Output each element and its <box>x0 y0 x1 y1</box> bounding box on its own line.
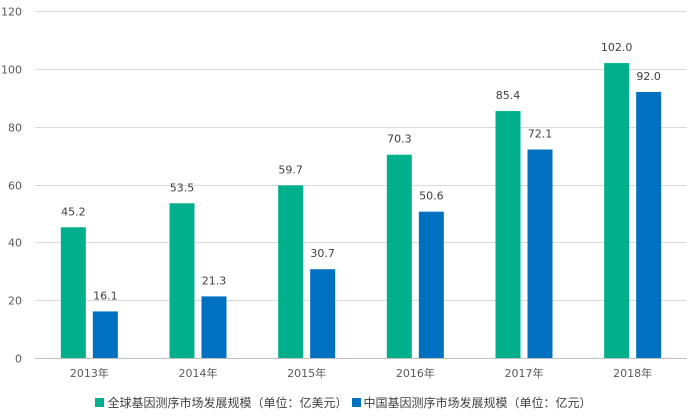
y-tick-label-100: 100 <box>1 64 22 77</box>
bar-s0-2 <box>278 185 304 358</box>
data-label-s0-2: 59.7 <box>278 163 303 176</box>
data-label-s1-1: 21.3 <box>202 274 227 287</box>
gridlines <box>35 11 687 359</box>
bars <box>60 63 662 359</box>
data-label-s1-2: 30.7 <box>310 247 335 260</box>
data-label-s1-0: 16.1 <box>93 289 118 302</box>
x-tick-label-0: 2013年 <box>70 366 109 380</box>
y-tick-label-80: 80 <box>8 122 22 135</box>
bar-s1-2 <box>310 269 336 358</box>
x-tick-label-1: 2014年 <box>179 366 218 380</box>
bar-s0-1 <box>169 203 195 358</box>
legend-swatch-global <box>95 398 105 407</box>
bar-s1-4 <box>527 149 553 358</box>
bar-s1-0 <box>92 311 118 358</box>
bar-s1-3 <box>418 211 444 358</box>
x-tick-label-5: 2018年 <box>613 366 652 380</box>
legend-item-global: 全球基因测序市场发展规模（单位：亿美元） <box>95 394 348 411</box>
data-label-s0-4: 85.4 <box>496 89 521 102</box>
x-tick-label-3: 2016年 <box>396 366 435 380</box>
x-tick-label-2: 2015年 <box>287 366 326 380</box>
data-label-s1-4: 72.1 <box>528 128 553 141</box>
data-label-s0-1: 53.5 <box>170 181 195 194</box>
y-axis: 0 20 40 60 80 100 120 <box>1 6 22 366</box>
data-label-s0-0: 45.2 <box>61 205 86 218</box>
y-tick-label-60: 60 <box>8 180 22 193</box>
y-tick-label-120: 120 <box>1 6 22 19</box>
x-axis: 2013年 2014年 2015年 2016年 2017年 2018年 <box>70 366 652 380</box>
y-tick-label-20: 20 <box>8 295 22 308</box>
bar-s1-1 <box>201 296 227 358</box>
legend-item-china: 中国基因测序市场发展规模（单位：亿元） <box>351 394 592 411</box>
x-tick-label-4: 2017年 <box>505 366 544 380</box>
bar-s1-5 <box>636 91 662 358</box>
data-label-s0-3: 70.3 <box>387 133 412 146</box>
legend-label-global: 全球基因测序市场发展规模（单位：亿美元） <box>107 396 348 410</box>
data-label-s1-5: 92.0 <box>636 70 661 83</box>
y-tick-label-0: 0 <box>15 353 22 366</box>
y-tick-label-40: 40 <box>8 237 22 250</box>
bar-s0-4 <box>495 111 521 358</box>
legend-swatch-china <box>351 398 361 407</box>
data-label-s0-5: 102.0 <box>601 41 633 54</box>
data-labels: 45.2 16.1 53.5 21.3 59.7 30.7 70.3 50.6 85.4 72.1… <box>61 41 661 302</box>
legend-label-china: 中国基因测序市场发展规模（单位：亿元） <box>363 396 592 410</box>
legend: 全球基因测序市场发展规模（单位：亿美元） 中国基因测序市场发展规模（单位：亿元） <box>0 394 687 411</box>
bar-chart: 0 20 40 60 80 100 120 45.2 16.1 53.5 21.3 59.7 30.7… <box>1 6 687 380</box>
data-label-s1-3: 50.6 <box>419 190 444 203</box>
bar-s0-0 <box>60 227 86 358</box>
bar-s0-3 <box>386 154 412 358</box>
bar-s0-5 <box>604 63 630 359</box>
